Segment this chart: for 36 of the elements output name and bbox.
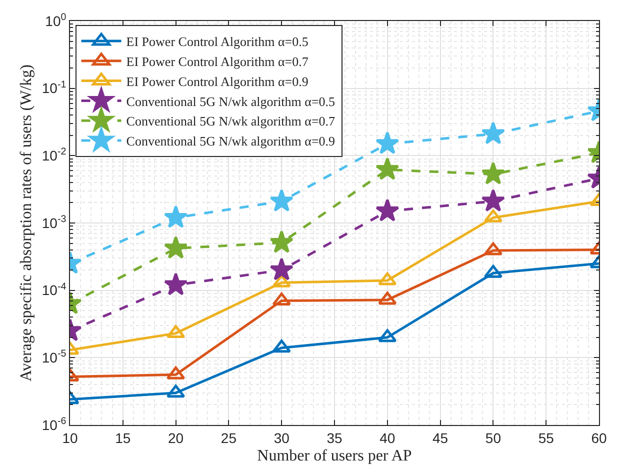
point xyxy=(272,340,291,353)
y-tick-label: 10$^{-5}$ xyxy=(42,348,67,366)
point xyxy=(270,230,294,253)
point xyxy=(378,329,397,342)
y-tick-label: 10$^{-1}$ xyxy=(42,79,66,96)
point xyxy=(272,292,291,306)
legend-label: Conventional 5G N/wk algorithm α=0.7 xyxy=(126,114,336,129)
point xyxy=(378,292,397,305)
x-axis-title: Number of users per AP xyxy=(257,448,412,464)
y-axis-title: Average specific absorption rates of users (W/kg) xyxy=(18,64,35,382)
x-tick-label: 55 xyxy=(538,430,554,446)
y-tick-label: 10$^{0}$ xyxy=(45,12,67,29)
legend-label: Conventional 5G N/wk algorithm α=0.5 xyxy=(126,94,336,109)
point xyxy=(376,198,400,222)
legend-label: EI Power Control Algorithm α=0.9 xyxy=(126,74,308,89)
y-tick-label: 10$^{-3}$ xyxy=(42,214,67,231)
y-tick-label: 10$^{-2}$ xyxy=(42,146,66,164)
x-tick-label: 20 xyxy=(168,430,184,446)
x-tick-label: 25 xyxy=(220,430,237,446)
legend-label: EI Power Control Algorithm α=0.7 xyxy=(126,54,309,69)
point xyxy=(378,272,397,286)
point xyxy=(272,274,291,288)
point xyxy=(376,157,400,180)
x-tick-label: 45 xyxy=(432,430,448,446)
point xyxy=(270,188,294,212)
x-tick-label: 35 xyxy=(326,430,342,446)
x-tick-label: 60 xyxy=(591,430,607,446)
x-tick-label: 50 xyxy=(485,430,502,446)
x-tick-label: 30 xyxy=(274,430,290,446)
x-tick-label: 40 xyxy=(380,430,396,446)
legend-label: EI Power Control Algorithm α=0.5 xyxy=(126,34,308,50)
legend-label: Conventional 5G N/wk algorithm α=0.9 xyxy=(126,134,336,149)
point xyxy=(376,131,400,154)
x-tick-label: 15 xyxy=(115,430,131,446)
y-tick-label: 10$^{-4}$ xyxy=(42,281,67,298)
point xyxy=(270,258,294,280)
